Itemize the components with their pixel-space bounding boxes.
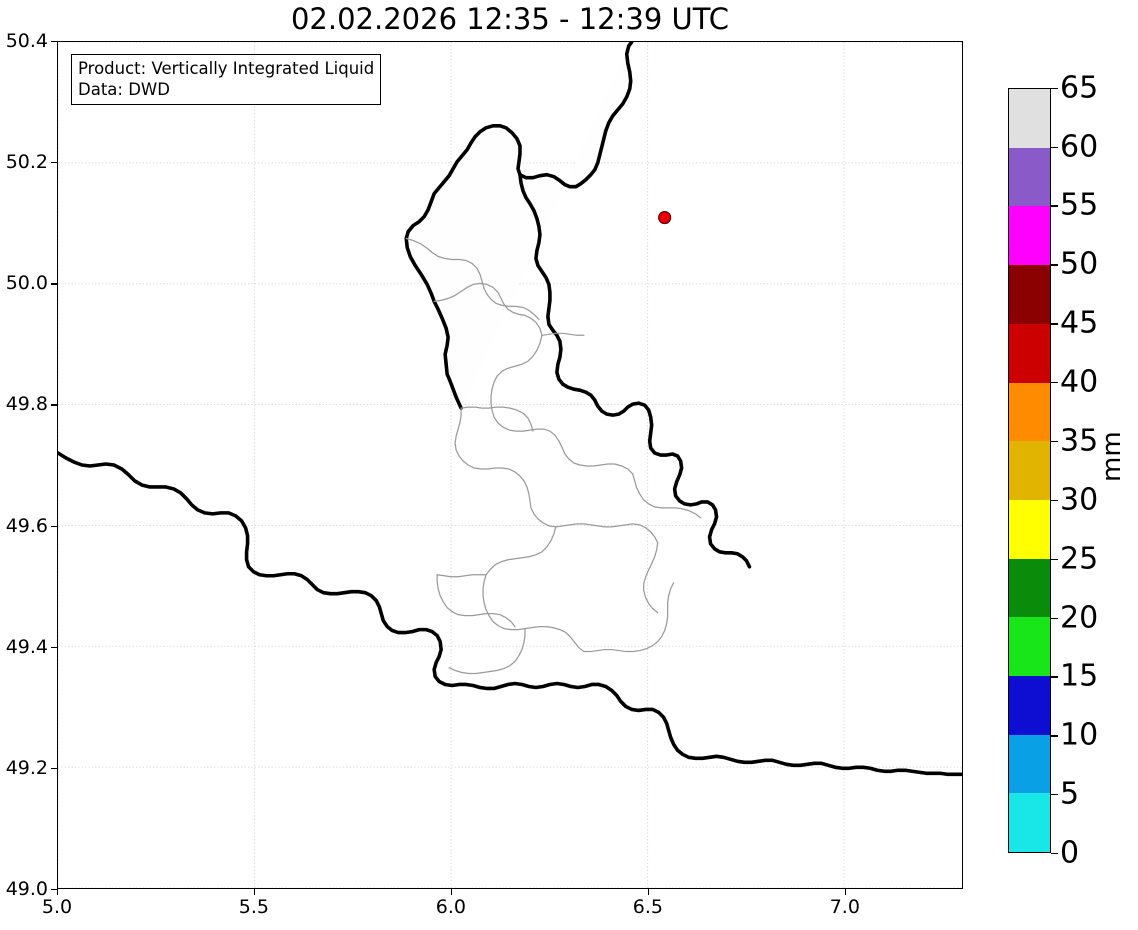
colorbar-tick-mark bbox=[1051, 558, 1058, 560]
colorbar-segment-55-60 bbox=[1009, 147, 1050, 207]
colorbar-unit-label: mm bbox=[1097, 431, 1127, 482]
radar-site-marker[interactable] bbox=[658, 211, 672, 225]
colorbar-segment-15-20 bbox=[1009, 617, 1050, 676]
colorbar-tick-mark bbox=[1051, 382, 1058, 384]
xtick-label: 7.0 bbox=[829, 896, 860, 918]
colorbar-tick-mark bbox=[1051, 794, 1058, 796]
ytick-mark bbox=[51, 767, 57, 770]
colorbar-tick-label: 35 bbox=[1060, 423, 1099, 459]
colorbar-tick-label: 20 bbox=[1060, 600, 1099, 635]
ytick-mark bbox=[51, 889, 57, 891]
colorbar-tick-mark bbox=[1051, 440, 1058, 443]
colorbar-segment-30-35 bbox=[1009, 441, 1050, 500]
colorbar-segment-5-10 bbox=[1009, 734, 1050, 794]
colorbar-tick-label: 30 bbox=[1060, 482, 1099, 518]
xtick-label: 6.0 bbox=[435, 896, 466, 918]
ytick-label: 50.0 bbox=[5, 272, 48, 295]
colorbar-tick-mark bbox=[1051, 676, 1058, 678]
xtick-label: 6.5 bbox=[632, 896, 663, 918]
colorbar-tick-mark bbox=[1051, 323, 1058, 325]
colorbar-segment-35-40 bbox=[1009, 382, 1050, 442]
xtick-mark bbox=[450, 889, 453, 895]
colorbar-segment-45-50 bbox=[1009, 265, 1050, 324]
ytick-label: 50.4 bbox=[5, 30, 48, 52]
colorbar-tick-label: 25 bbox=[1060, 541, 1099, 577]
colorbar-segment-50-55 bbox=[1009, 206, 1050, 266]
ytick-label: 49.0 bbox=[5, 878, 48, 900]
colorbar-tick-mark bbox=[1051, 146, 1058, 148]
colorbar-segment-0-5 bbox=[1009, 793, 1050, 852]
xtick-mark bbox=[647, 889, 650, 895]
colorbar-tick-mark bbox=[1051, 735, 1058, 737]
colorbar-tick-mark bbox=[1051, 499, 1058, 502]
colorbar-tick-label: 55 bbox=[1060, 187, 1099, 223]
info-product-line: Product: Vertically Integrated Liquid bbox=[78, 59, 375, 78]
xtick-mark bbox=[253, 889, 256, 895]
colorbar-tick-mark bbox=[1051, 87, 1058, 90]
xtick-label: 5.0 bbox=[41, 896, 73, 918]
colorbar-tick-label: 50 bbox=[1060, 246, 1099, 282]
ytick-label: 49.6 bbox=[5, 514, 48, 537]
colorbar[interactable] bbox=[1008, 88, 1051, 853]
page-title: 02.02.2026 12:35 - 12:39 UTC bbox=[290, 2, 730, 36]
map-plot-area[interactable] bbox=[57, 41, 963, 889]
colorbar-tick-label: 10 bbox=[1060, 717, 1099, 753]
ytick-label: 50.2 bbox=[5, 151, 48, 174]
xtick-mark bbox=[57, 889, 59, 895]
colorbar-segment-40-45 bbox=[1009, 323, 1050, 383]
xtick-mark bbox=[844, 889, 847, 895]
ytick-mark bbox=[51, 404, 57, 406]
ytick-mark bbox=[51, 162, 57, 164]
product-info-box: Product: Vertically Integrated Liquid Da… bbox=[71, 54, 382, 106]
ytick-label: 49.2 bbox=[5, 756, 48, 779]
colorbar-tick-label: 45 bbox=[1060, 305, 1099, 341]
ytick-mark bbox=[51, 646, 57, 648]
colorbar-tick-mark bbox=[1051, 264, 1058, 266]
colorbar-tick-label: 15 bbox=[1060, 658, 1099, 694]
colorbar-segment-10-15 bbox=[1009, 675, 1050, 735]
ytick-label: 49.8 bbox=[5, 393, 48, 416]
colorbar-segment-20-25 bbox=[1009, 558, 1050, 618]
ytick-mark bbox=[51, 41, 57, 43]
luxembourg-border bbox=[404, 42, 634, 410]
colorbar-tick-mark bbox=[1051, 853, 1058, 855]
luxembourg-border-east bbox=[518, 172, 752, 569]
colorbar-tick-label: 5 bbox=[1060, 776, 1080, 812]
colorbar-tick-mark bbox=[1051, 205, 1058, 207]
colorbar-tick-label: 40 bbox=[1060, 364, 1099, 400]
xtick-label: 5.5 bbox=[238, 896, 269, 918]
internal-region-boundaries bbox=[405, 237, 702, 675]
colorbar-tick-mark bbox=[1051, 617, 1058, 619]
ytick-label: 49.4 bbox=[5, 635, 48, 658]
ytick-mark bbox=[51, 283, 57, 285]
ytick-mark bbox=[51, 525, 57, 527]
colorbar-tick-label: 65 bbox=[1060, 70, 1099, 106]
colorbar-segment-25-30 bbox=[1009, 499, 1050, 559]
national-frontier-southwest bbox=[58, 451, 962, 777]
colorbar-tick-label: 60 bbox=[1060, 129, 1099, 165]
map-canvas bbox=[58, 42, 962, 888]
info-data-line: Data: DWD bbox=[78, 80, 170, 100]
colorbar-tick-label: 0 bbox=[1060, 835, 1080, 871]
colorbar-segment-60-65 bbox=[1009, 89, 1050, 148]
